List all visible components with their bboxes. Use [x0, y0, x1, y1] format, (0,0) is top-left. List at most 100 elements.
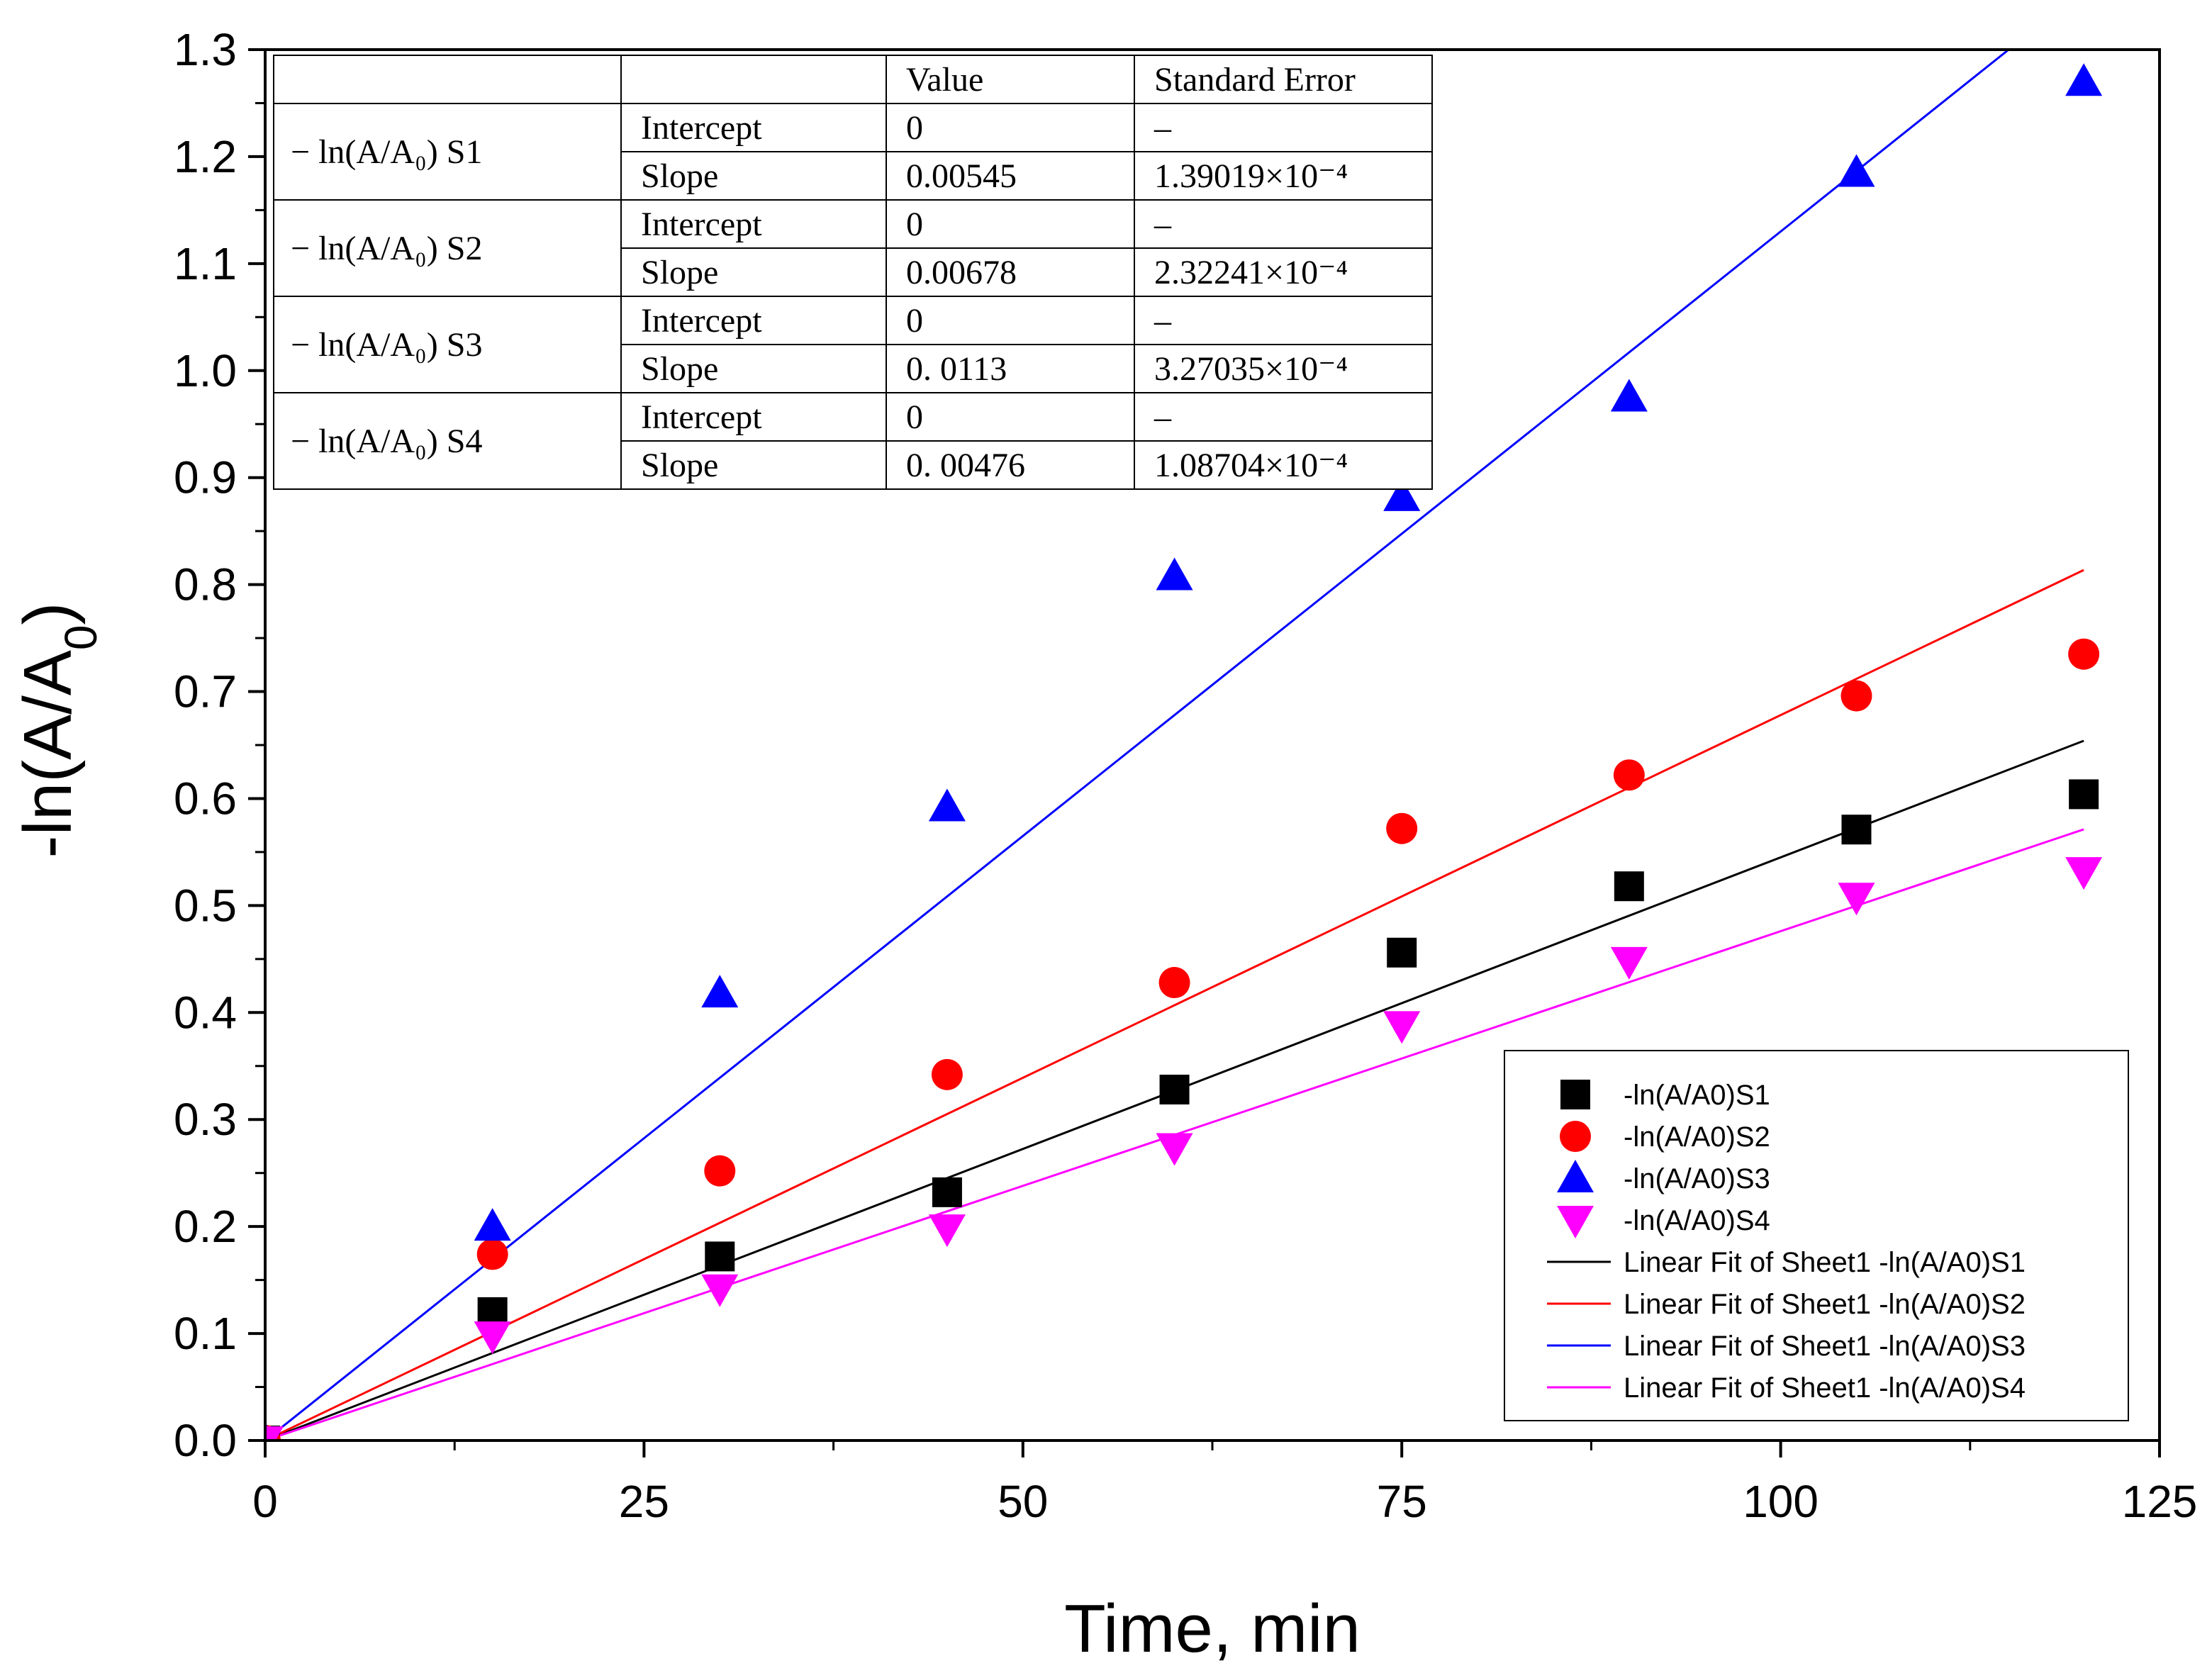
legend-label-s4: -ln(A/A0)S4: [1624, 1205, 1770, 1236]
fit-line-s3: [265, 50, 2011, 1440]
legend-label-s2: -ln(A/A0)S2: [1624, 1121, 1770, 1153]
y-tick-label: 0.6: [174, 773, 237, 824]
y-tick-label: 1.2: [174, 131, 237, 182]
point-s4-1: [474, 1321, 511, 1355]
y-axis-title: -ln(A/A0): [10, 603, 106, 858]
y-tick-label: 1.1: [174, 238, 237, 289]
legend-fit-label-s1: Linear Fit of Sheet1 -ln(A/A0)S1: [1624, 1247, 2026, 1278]
table-value-cell: 0. 00476: [906, 447, 1025, 484]
table-param-cell: Intercept: [641, 398, 762, 436]
point-s3-2: [701, 975, 739, 1008]
table-group-label: − ln(A/A₀) S2: [291, 230, 482, 267]
table-error-cell: 2.32241×10⁻⁴: [1154, 254, 1348, 291]
point-s4-8: [2065, 857, 2103, 890]
fit-results-table: Value Standard Error − ln(A/A₀) S1 Intercep…: [273, 55, 1433, 490]
table-param-cell: Slope: [641, 157, 718, 195]
point-s2-2: [704, 1155, 736, 1187]
table-error-cell: –: [1154, 109, 1172, 147]
table-value-cell: 0: [906, 109, 923, 147]
legend-fit-label-s3: Linear Fit of Sheet1 -ln(A/A0)S3: [1624, 1331, 2026, 1362]
y-tick-label: 0.4: [174, 987, 237, 1038]
data-markers: [265, 63, 2103, 1440]
point-s1-2: [705, 1241, 735, 1272]
legend-marker-s1: [1560, 1080, 1590, 1109]
table-param-cell: Slope: [641, 447, 718, 484]
legend-label-s3: -ln(A/A0)S3: [1624, 1163, 1770, 1194]
point-s4-4: [1156, 1133, 1193, 1166]
point-s4-2: [701, 1274, 739, 1307]
point-s2-1: [476, 1238, 508, 1270]
point-s1-3: [932, 1177, 962, 1207]
point-s4-3: [928, 1214, 966, 1248]
point-s3-6: [1610, 379, 1648, 412]
point-s1-4: [1159, 1074, 1190, 1104]
y-tick-label: 0.0: [174, 1415, 237, 1466]
point-s3-8: [2065, 63, 2103, 96]
table-value-cell: 0: [906, 206, 923, 243]
point-s2-6: [1613, 759, 1645, 791]
legend-marker-s3: [1557, 1160, 1594, 1192]
point-s3-3: [928, 788, 966, 822]
point-s2-8: [2068, 638, 2100, 670]
legend-fit-label-s4: Linear Fit of Sheet1 -ln(A/A0)S4: [1624, 1372, 2026, 1404]
point-s4-7: [1838, 883, 1875, 916]
x-axis-title: Time, min: [1064, 1591, 1361, 1667]
table-param-cell: Slope: [641, 350, 718, 388]
point-s2-7: [1840, 680, 1872, 712]
legend: -ln(A/A0)S1 -ln(A/A0)S2 -ln(A/A0)S3 -ln(A/A…: [1504, 1050, 2129, 1421]
point-s2-5: [1386, 812, 1418, 844]
point-s3-1: [474, 1208, 511, 1241]
point-s3-7: [1838, 154, 1875, 187]
y-tick-label: 1.0: [174, 345, 237, 396]
y-tick-label: 0.1: [174, 1308, 237, 1359]
point-s2-4: [1158, 967, 1190, 999]
table-param-cell: Intercept: [641, 302, 762, 340]
point-s1-6: [1614, 871, 1644, 902]
table-value-cell: 0: [906, 398, 923, 436]
legend-box: [1504, 1050, 2129, 1421]
y-tick-label: 0.9: [174, 452, 237, 503]
table-param-cell: Intercept: [641, 109, 762, 147]
table-value-cell: 0. 0113: [906, 350, 1007, 388]
table-param-cell: Slope: [641, 254, 718, 291]
legend-marker-s2: [1560, 1121, 1591, 1152]
table-background: [273, 55, 1433, 490]
legend-marker-s4: [1557, 1206, 1594, 1238]
y-tick-label: 0.8: [174, 559, 237, 610]
point-s1-5: [1387, 937, 1417, 968]
x-tick-label: 0: [252, 1476, 278, 1527]
table-error-cell: 1.08704×10⁻⁴: [1154, 447, 1348, 484]
point-s3-4: [1156, 557, 1193, 591]
y-axis-title-subscript: 0: [55, 625, 106, 650]
table-param-cell: Intercept: [641, 206, 762, 243]
table-error-cell: 1.39019×10⁻⁴: [1154, 157, 1348, 195]
table-error-cell: –: [1154, 302, 1172, 340]
table-error-cell: –: [1154, 206, 1172, 243]
x-tick-label: 50: [998, 1476, 1048, 1527]
y-axis-title-close: ): [10, 603, 86, 625]
table-error-cell: 3.27035×10⁻⁴: [1154, 350, 1348, 388]
y-tick-label: 1.3: [174, 24, 237, 75]
point-s4-0: [265, 1426, 284, 1440]
point-s1-8: [2069, 779, 2099, 810]
table-error-cell: –: [1154, 398, 1172, 436]
table-value-cell: 0: [906, 302, 923, 340]
point-s4-5: [1383, 1011, 1421, 1044]
table-group-label: − ln(A/A₀) S3: [291, 326, 482, 364]
y-tick-label: 0.5: [174, 880, 237, 931]
point-s3-5: [1383, 478, 1421, 511]
y-tick-label: 0.2: [174, 1201, 237, 1252]
table-header-cell: Value: [906, 61, 983, 99]
point-s1-7: [1841, 815, 1872, 845]
x-tick-label: 75: [1377, 1476, 1427, 1527]
point-s4-6: [1610, 946, 1648, 980]
y-axis-title-main: -ln(A/A: [10, 650, 86, 858]
table-value-cell: 0.00545: [906, 157, 1017, 195]
table-header-cell: Standard Error: [1154, 61, 1356, 99]
x-tick-label: 25: [619, 1476, 669, 1527]
table-value-cell: 0.00678: [906, 254, 1017, 291]
table-group-label: − ln(A/A₀) S4: [291, 423, 482, 460]
x-tick-label: 100: [1743, 1476, 1819, 1527]
legend-fit-label-s2: Linear Fit of Sheet1 -ln(A/A0)S2: [1624, 1289, 2026, 1320]
axes: 0 25 50 75 100 125 0.0 0.1 0.2 0.3 0.4 0.5 0.6 0.7 0.8…: [174, 24, 2197, 1527]
